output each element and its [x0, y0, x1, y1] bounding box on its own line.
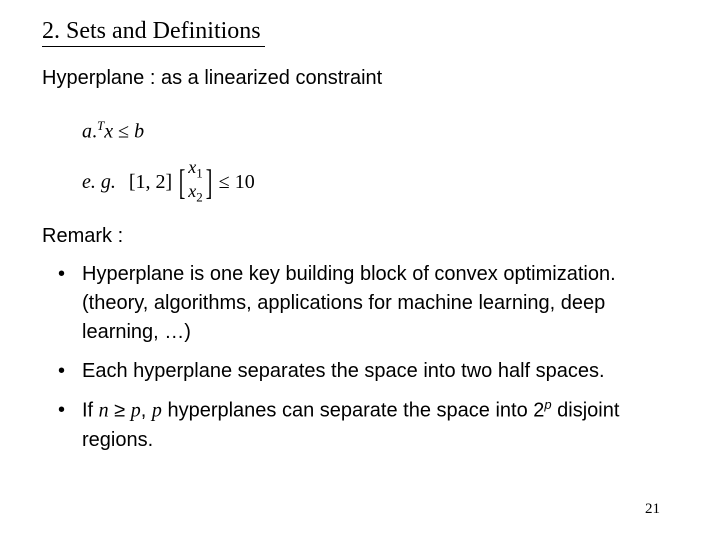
list-item: If n ≥ p, p hyperplanes can separate the… — [54, 396, 678, 455]
list-item: Hyperplane is one key building block of … — [54, 260, 678, 347]
var-x: x — [104, 121, 113, 143]
hyperplane-subtitle: Hyperplane : as a linearized constraint — [42, 67, 678, 90]
remark-label: Remark : — [42, 225, 678, 248]
leq-op: ≤ — [113, 121, 134, 143]
row-vector: [1, 2] — [129, 171, 172, 194]
math-example: e. g. [1, 2] [ x1 x2 ] ≤ 10 — [82, 158, 678, 207]
math-inequality: a.Tx ≤ b — [82, 118, 678, 144]
eg-label: e. g. — [82, 171, 116, 194]
var-a: a — [82, 121, 92, 143]
example-rhs: ≤ 10 — [219, 171, 255, 194]
list-item: Each hyperplane separates the space into… — [54, 357, 678, 386]
bullet-list: Hyperplane is one key building block of … — [42, 260, 678, 455]
math-block: a.Tx ≤ b e. g. [1, 2] [ x1 x2 ] ≤ 10 — [82, 118, 678, 207]
column-vector: [ x1 x2 ] — [176, 158, 215, 207]
var-b: b — [134, 121, 144, 143]
section-title: 2. Sets and Definitions — [42, 18, 265, 47]
page-number: 21 — [645, 501, 660, 518]
